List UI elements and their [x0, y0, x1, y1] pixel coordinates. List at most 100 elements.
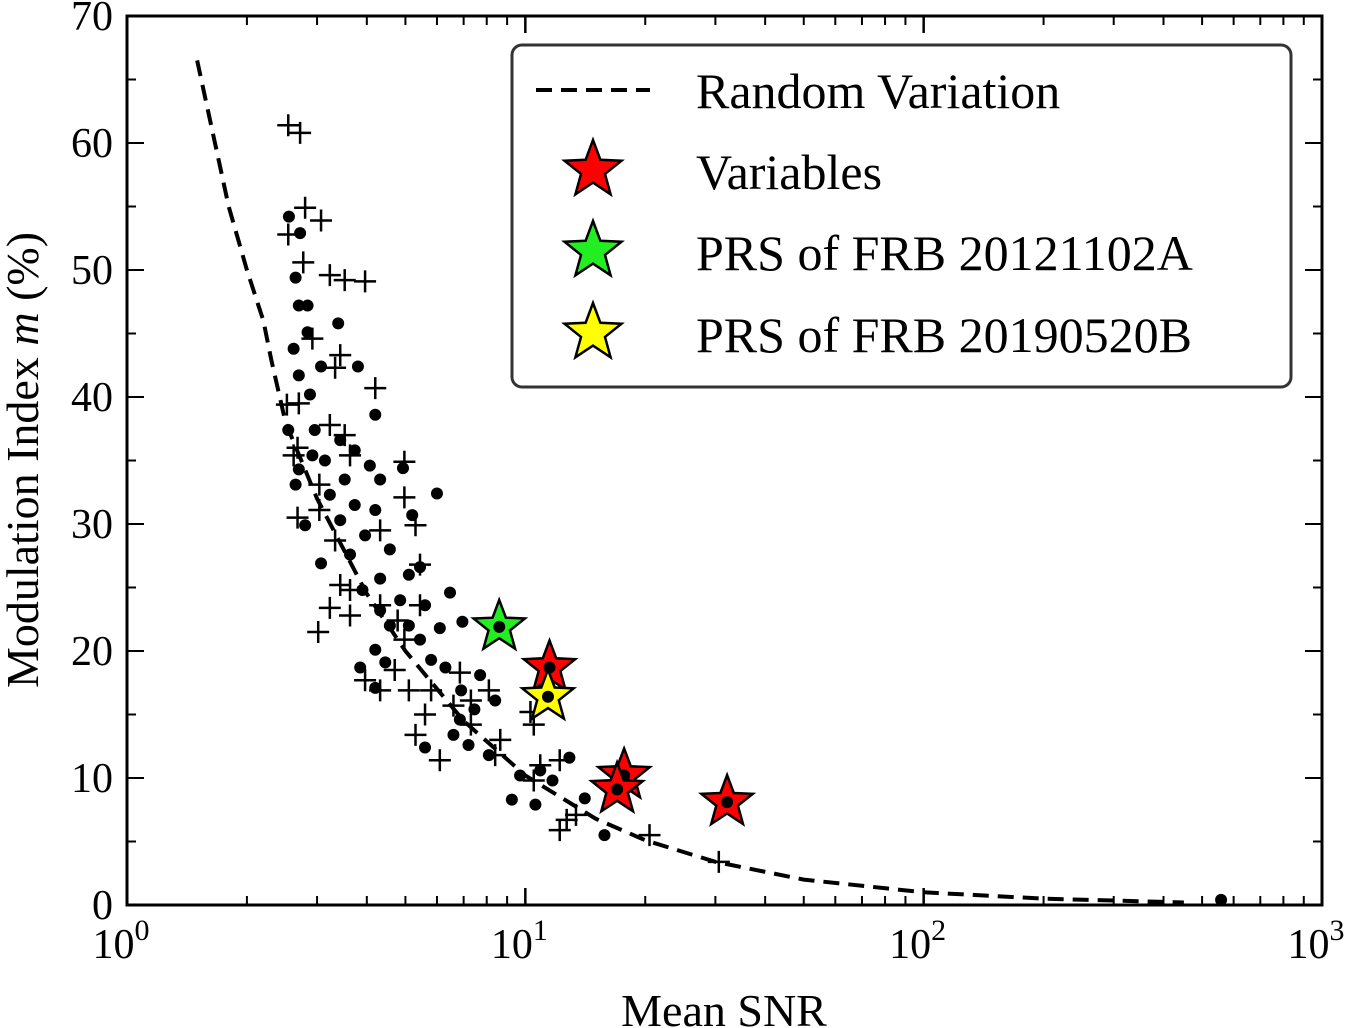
- data-point-cross: [459, 689, 482, 712]
- data-point-cross: [329, 344, 352, 367]
- data-point-cross: [638, 824, 661, 847]
- data-point-cross: [277, 223, 300, 246]
- data-point-dot: [315, 360, 328, 373]
- x-tick-label-exponent: 0: [135, 914, 150, 947]
- data-point-dot: [402, 619, 415, 632]
- legend-green-star-icon: [561, 217, 625, 279]
- x-tick-label-base: 10: [1288, 922, 1330, 968]
- x-tick-label-exponent: 1: [533, 914, 548, 947]
- data-point-cross: [333, 424, 356, 447]
- data-point-cross: [442, 694, 465, 717]
- data-point-dot: [294, 227, 307, 240]
- data-point-dot: [318, 454, 331, 467]
- data-point-cross: [301, 327, 324, 350]
- data-point-cross: [318, 413, 341, 436]
- data-point-cross: [289, 121, 312, 144]
- data-point-dot: [306, 449, 319, 462]
- data-point-cross: [318, 264, 341, 287]
- data-point-cross: [420, 679, 443, 702]
- data-point-dot: [462, 738, 475, 751]
- data-point-dot: [514, 769, 527, 782]
- data-point-dot: [489, 694, 502, 707]
- data-point-cross: [339, 579, 362, 602]
- x-tick-label: 103: [1288, 914, 1345, 968]
- star-center-dot: [721, 796, 734, 809]
- data-point-cross: [307, 620, 330, 643]
- y-tick-label: 10: [71, 756, 113, 802]
- data-point-dot: [348, 444, 361, 457]
- data-point-dot: [374, 473, 387, 486]
- data-point-cross: [548, 749, 571, 772]
- data-point-cross: [292, 251, 315, 274]
- data-point-cross: [393, 450, 416, 473]
- x-tick-label: 102: [889, 914, 946, 968]
- data-point-dot: [1215, 893, 1228, 906]
- data-point-cross: [459, 713, 482, 736]
- x-tick-label-exponent: 3: [1330, 914, 1345, 947]
- data-point-cross: [329, 573, 352, 596]
- star-center-dot: [611, 783, 624, 796]
- data-point-dot: [383, 543, 396, 556]
- data-point-cross: [294, 196, 317, 219]
- data-point-cross: [287, 392, 310, 415]
- data-point-cross: [277, 114, 300, 137]
- data-point-cross: [310, 209, 333, 232]
- data-point-dot: [474, 669, 487, 682]
- data-point-dot: [402, 568, 415, 581]
- data-point-dot: [505, 793, 518, 806]
- legend: Random Variation Variables PRS of FRB 20…: [510, 43, 1293, 389]
- data-point-cross: [409, 553, 432, 576]
- x-tick-label-base: 10: [889, 922, 931, 968]
- data-point-dot: [414, 633, 427, 646]
- data-point-dot: [430, 487, 443, 500]
- data-point-cross: [339, 604, 362, 627]
- legend-label-random-variation: Random Variation: [696, 63, 1060, 119]
- data-point-cross: [282, 444, 305, 467]
- data-point-dot: [379, 656, 392, 669]
- data-point-dot: [396, 462, 409, 475]
- data-point-cross: [428, 749, 451, 772]
- x-tick-label-exponent: 2: [931, 914, 946, 947]
- data-point-cross: [484, 744, 507, 767]
- legend-box: [510, 43, 1293, 389]
- data-point-dot: [338, 473, 351, 486]
- x-tick-label-base: 10: [93, 922, 135, 968]
- data-point-cross: [564, 803, 587, 826]
- legend-yellow-star-icon: [561, 299, 625, 361]
- data-point-dot: [369, 504, 382, 517]
- data-point-dot: [289, 478, 302, 491]
- data-point-dot: [332, 317, 345, 330]
- data-point-dot: [348, 498, 361, 511]
- data-point-dot: [383, 619, 396, 632]
- data-point-dot: [354, 661, 367, 674]
- data-point-dot: [456, 615, 469, 628]
- data-point-cross: [324, 356, 347, 379]
- y-tick-label: 70: [71, 0, 113, 40]
- data-point-cross: [308, 499, 331, 522]
- data-point-dot: [419, 741, 432, 754]
- data-point-dot: [301, 299, 314, 312]
- x-tick-label: 101: [491, 914, 548, 968]
- x-axis-label: Mean SNR: [621, 985, 827, 1028]
- data-point-dot: [356, 584, 369, 597]
- data-point-dot: [315, 557, 328, 570]
- data-point-cross: [354, 270, 377, 293]
- x-tick-label: 100: [93, 914, 150, 968]
- data-point-dot: [287, 342, 300, 355]
- data-point-dot: [289, 271, 302, 284]
- data-point-cross: [354, 669, 377, 692]
- data-point-dot: [323, 488, 336, 501]
- plot-marks: [195, 60, 1228, 906]
- data-point-cross: [489, 728, 512, 751]
- data-point-cross: [383, 659, 406, 682]
- y-tick-label: 40: [71, 375, 113, 421]
- data-point-dot: [598, 829, 611, 842]
- y-tick-label: 0: [92, 883, 113, 929]
- data-point-cross: [308, 473, 331, 496]
- data-point-dot: [455, 684, 468, 697]
- data-point-dot: [282, 210, 295, 223]
- data-point-cross: [448, 661, 471, 684]
- star-center-dot: [493, 620, 506, 633]
- data-point-cross: [477, 679, 500, 702]
